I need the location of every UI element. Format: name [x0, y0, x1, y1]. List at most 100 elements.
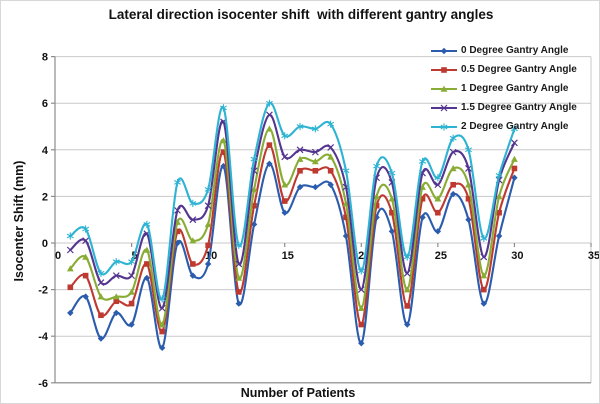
marker-star	[388, 169, 396, 177]
marker-star	[403, 253, 411, 261]
marker-star	[311, 125, 319, 133]
marker-star	[97, 269, 105, 277]
marker-star	[495, 171, 503, 180]
marker-x	[480, 253, 488, 261]
marker-square	[159, 328, 165, 335]
marker-star	[158, 295, 166, 303]
marker-triangle	[189, 237, 197, 244]
marker-triangle	[204, 220, 212, 228]
y-tick-label: -6	[38, 378, 48, 390]
marker-star	[174, 178, 181, 187]
marker-diamond	[495, 232, 503, 240]
marker-x	[403, 269, 411, 277]
marker-star	[480, 234, 488, 242]
legend-item: 0.5 Degree Gantry Angle	[430, 60, 577, 79]
legend-marker-triangle	[431, 85, 457, 92]
marker-triangle	[373, 193, 380, 200]
legend-label: 0 Degree Gantry Angle	[461, 45, 569, 56]
marker-square	[419, 195, 426, 202]
marker-triangle	[495, 193, 503, 200]
marker-square	[327, 167, 334, 174]
marker-diamond	[174, 239, 181, 247]
marker-triangle	[266, 125, 273, 132]
y-tick-label: -2	[38, 285, 48, 297]
legend-marker-diamond	[431, 47, 457, 54]
marker-triangle	[440, 85, 448, 92]
marker-triangle	[128, 288, 135, 295]
marker-diamond	[82, 293, 89, 300]
marker-triangle	[250, 186, 258, 193]
marker-triangle	[281, 181, 289, 188]
marker-square	[450, 181, 456, 188]
legend-item: 2 Degree Gantry Angle	[430, 117, 577, 136]
x-tick-label: 10	[205, 250, 217, 262]
marker-diamond	[449, 190, 457, 198]
marker-x	[189, 216, 197, 224]
legend-marker-x	[431, 104, 457, 111]
marker-diamond	[204, 260, 212, 268]
marker-x	[174, 206, 181, 214]
marker-x	[449, 148, 457, 156]
legend-label: 0.5 Degree Gantry Angle	[461, 64, 577, 75]
marker-diamond	[235, 300, 242, 307]
y-tick-label: 4	[42, 145, 49, 157]
marker-diamond	[388, 228, 396, 235]
marker-diamond	[113, 309, 120, 317]
marker-diamond	[250, 221, 258, 228]
marker-square	[496, 209, 502, 216]
marker-star	[82, 225, 90, 233]
marker-square	[128, 300, 135, 307]
marker-diamond	[266, 160, 273, 167]
marker-x	[281, 153, 289, 161]
marker-square	[220, 149, 227, 155]
marker-square	[205, 242, 211, 249]
marker-star	[296, 122, 304, 131]
marker-star	[373, 162, 381, 170]
marker-triangle	[143, 246, 151, 253]
marker-x	[440, 104, 448, 111]
marker-square	[67, 284, 74, 291]
marker-x	[357, 286, 365, 294]
marker-diamond	[67, 309, 74, 317]
marker-star	[419, 157, 427, 166]
marker-square	[441, 66, 447, 73]
legend-item: 0 Degree Gantry Angle	[430, 41, 577, 60]
marker-x	[82, 237, 90, 245]
marker-x	[265, 111, 273, 119]
marker-star	[204, 185, 212, 194]
legend-item: 1.5 Degree Gantry Angle	[430, 98, 577, 117]
marker-square	[435, 209, 441, 216]
y-tick-label: 6	[42, 98, 48, 110]
legend-item: 1 Degree Gantry Angle	[430, 79, 577, 98]
marker-triangle	[449, 165, 457, 172]
marker-x	[465, 165, 472, 172]
x-axis-title: Number of Patients	[240, 386, 356, 400]
y-tick-label: -4	[38, 331, 49, 343]
marker-star	[440, 122, 448, 131]
marker-x	[296, 146, 304, 154]
marker-triangle	[311, 158, 319, 165]
marker-star	[434, 174, 442, 182]
marker-square	[404, 303, 411, 309]
marker-square	[481, 286, 487, 293]
x-tick-label: 30	[511, 250, 523, 262]
marker-diamond	[327, 181, 334, 188]
marker-x	[204, 202, 212, 210]
marker-diamond	[440, 47, 448, 54]
marker-diamond	[480, 300, 487, 307]
marker-diamond	[97, 335, 105, 342]
x-tick-label: 25	[435, 250, 447, 262]
y-tick-label: 8	[42, 52, 48, 64]
marker-triangle	[480, 272, 488, 279]
marker-diamond	[434, 228, 442, 235]
marker-star	[449, 134, 457, 142]
marker-triangle	[158, 321, 166, 328]
marker-square	[343, 214, 349, 221]
marker-diamond	[419, 214, 426, 221]
marker-square	[251, 202, 257, 209]
marker-star	[510, 125, 518, 133]
marker-x	[311, 148, 319, 156]
marker-triangle	[97, 293, 105, 300]
